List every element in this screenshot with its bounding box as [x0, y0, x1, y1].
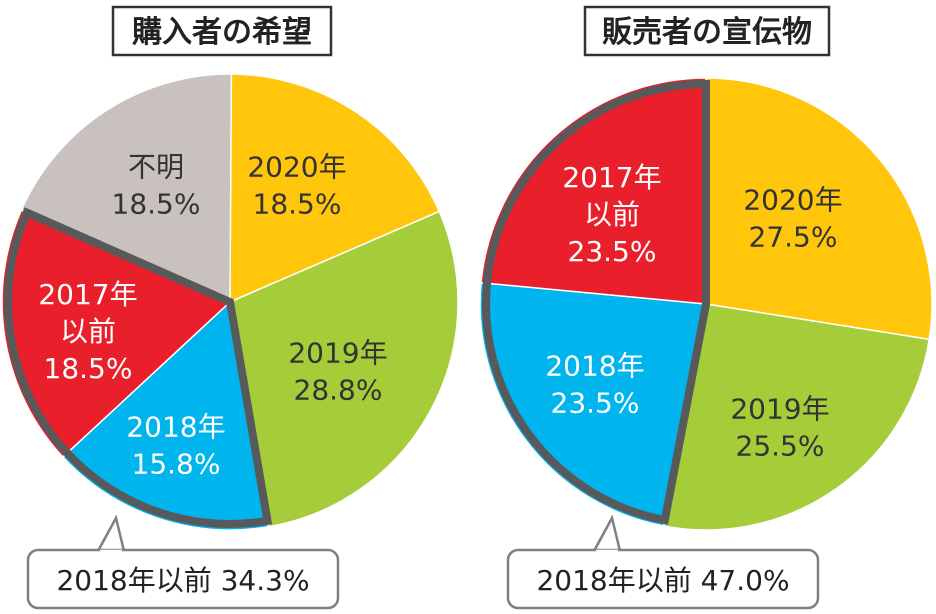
- slice-label-5: 不明: [128, 151, 184, 184]
- callout-tail: [96, 514, 126, 552]
- highlight-outline: [4, 207, 273, 528]
- pie-slice-4: [480, 77, 707, 305]
- slice-label-2: 2019年: [730, 393, 829, 426]
- chart-title: 販売者の宣伝物: [602, 15, 812, 50]
- pie-slice-3: [61, 300, 270, 531]
- slice-label-4: 23.5%: [568, 235, 657, 268]
- callout-text: 2018年以前 47.0%: [536, 564, 789, 597]
- slice-label-4: 18.5%: [44, 352, 133, 385]
- pie-slice-1: [705, 77, 933, 341]
- pie-slice-1: [229, 73, 441, 304]
- slice-label-3: 2018年: [126, 411, 225, 444]
- pie-slice-3: [479, 281, 707, 527]
- callout-text: 2018年以前 34.3%: [56, 564, 309, 597]
- slice-label-3: 15.8%: [132, 448, 221, 481]
- pie-slice-4: [1, 209, 232, 459]
- pie-slice-2: [229, 210, 459, 528]
- pie-slice-5: [20, 73, 233, 304]
- slice-label-1: 2020年: [247, 151, 346, 184]
- slice-label-4: 2017年: [562, 161, 661, 194]
- callout-tail: [592, 514, 622, 552]
- slice-label-2: 2019年: [288, 337, 387, 370]
- slice-label-4: 以前: [60, 315, 116, 348]
- pie-chart-1: 購入者の希望 2020年 18.5% 2019年 28.8% 2018年 15.8% 2017…: [1, 5, 459, 610]
- pie-chart-2: 販売者の宣伝物 2020年 27.5% 2019年 25.5% 2018年 23.5% 201…: [479, 5, 933, 610]
- slice-label-4: 以前: [584, 198, 640, 231]
- slice-label-4: 2017年: [38, 278, 137, 311]
- chart-title-box: [111, 5, 333, 57]
- slice-label-1: 27.5%: [749, 221, 838, 254]
- slice-label-3: 2018年: [545, 350, 644, 383]
- callout-box: [506, 548, 820, 610]
- chart-title: 購入者の希望: [132, 15, 312, 50]
- slice-label-1: 18.5%: [253, 188, 342, 221]
- callout-box: [26, 548, 340, 610]
- slice-label-3: 23.5%: [551, 387, 640, 420]
- slice-label-2: 28.8%: [294, 374, 383, 407]
- chart-title-box: [583, 5, 831, 57]
- slice-label-5: 18.5%: [112, 188, 201, 221]
- pie-slice-2: [662, 303, 931, 531]
- slice-label-1: 2020年: [743, 184, 842, 217]
- highlight-outline: [482, 79, 710, 525]
- slice-label-2: 25.5%: [736, 430, 825, 463]
